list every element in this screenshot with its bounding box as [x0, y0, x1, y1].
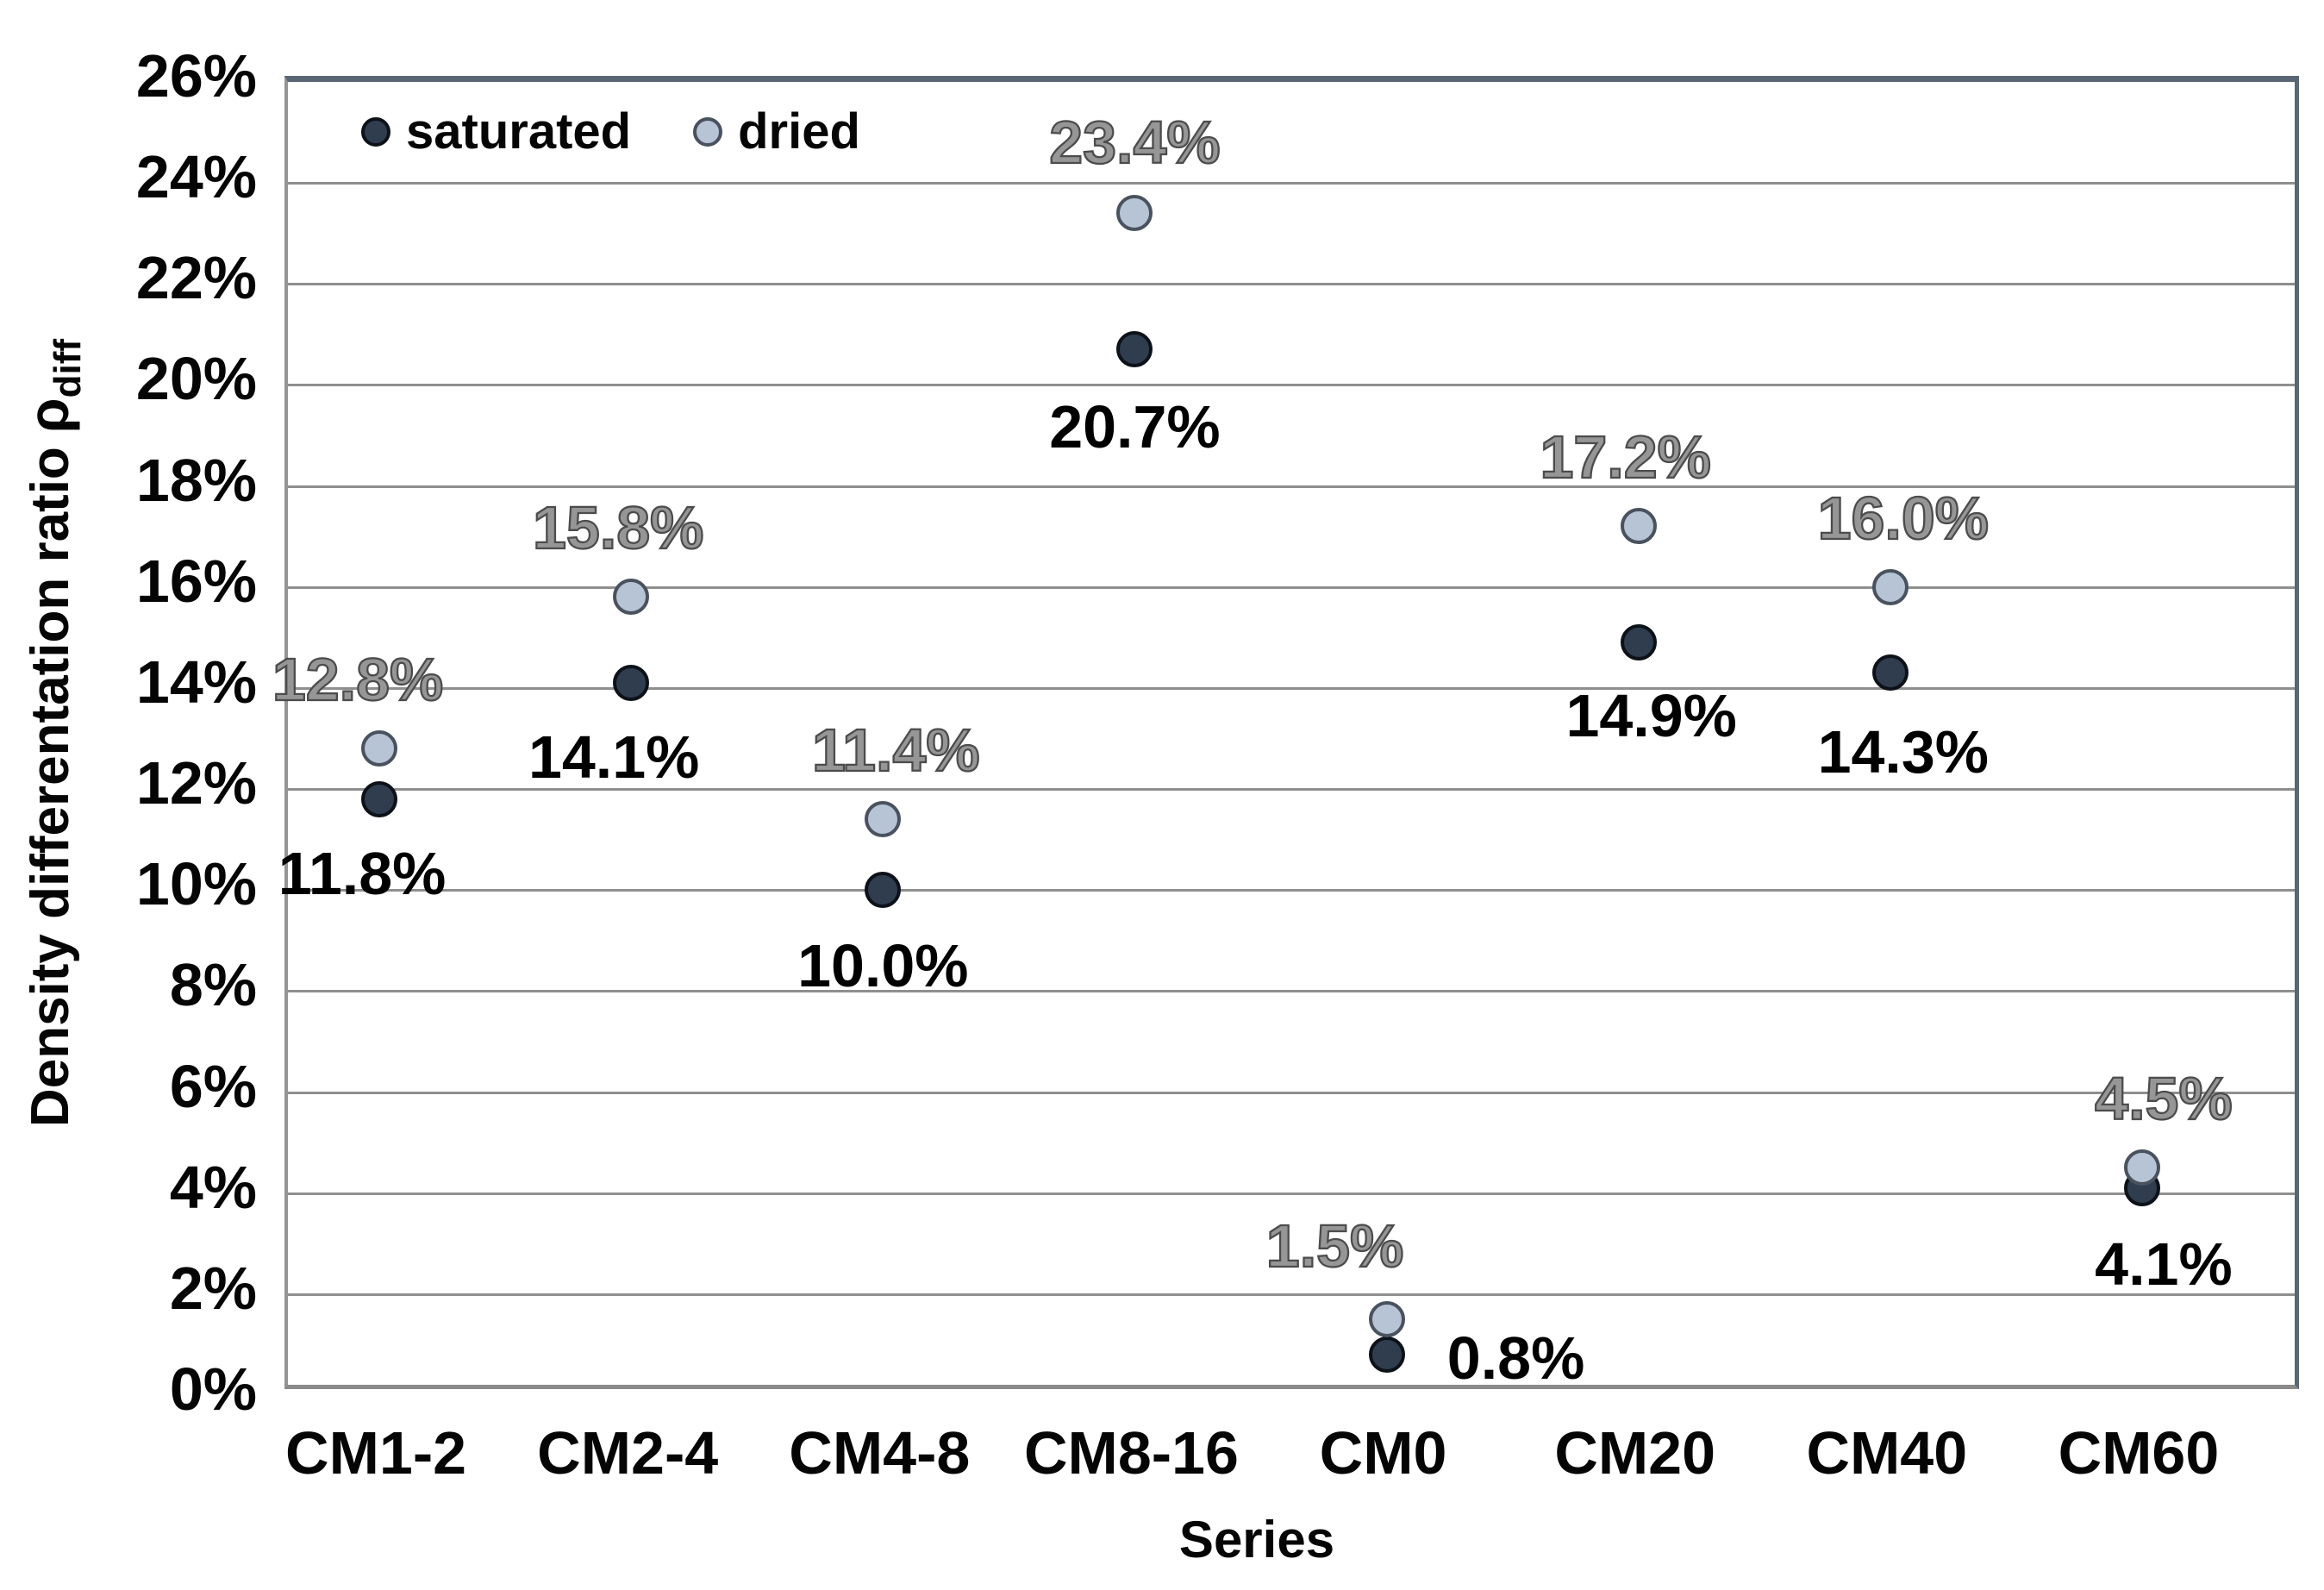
- data-point-saturated-CM1-2: [361, 780, 398, 817]
- x-tick-label: CM20: [1554, 1419, 1716, 1487]
- data-label-dried-CM60: 4.5%: [2094, 1065, 2233, 1133]
- data-label-dried-CM2-4: 15.8%: [532, 494, 705, 562]
- legend-marker-dried: [693, 117, 723, 147]
- gridline-22: [288, 283, 2295, 286]
- gridline-14: [288, 686, 2295, 690]
- x-tick-label: CM4-8: [789, 1419, 971, 1487]
- data-label-dried-CM20: 17.2%: [1539, 423, 1712, 491]
- y-tick-label: 6%: [169, 1052, 257, 1120]
- gridline-8: [288, 990, 2295, 993]
- legend: saturated dried: [361, 91, 860, 173]
- data-point-saturated-CM2-4: [613, 665, 650, 702]
- data-point-dried-CM60: [2123, 1149, 2160, 1186]
- data-point-dried-CM4-8: [865, 801, 902, 838]
- data-label-saturated-CM20: 14.9%: [1565, 682, 1737, 750]
- data-point-saturated-CM0: [1368, 1336, 1405, 1374]
- legend-label-dried: dried: [738, 103, 860, 160]
- data-point-dried-CM20: [1620, 508, 1657, 545]
- data-label-dried-CM1-2: 12.8%: [272, 646, 445, 714]
- data-label-dried-CM4-8: 11.4%: [811, 717, 981, 785]
- data-point-dried-CM2-4: [613, 579, 650, 616]
- y-tick-label: 0%: [169, 1355, 257, 1423]
- plot-area: saturated dried 11.8% 14.1% 10.0% 20.7% 0.8% 1…: [272, 76, 2299, 1393]
- gridline-16: [288, 585, 2295, 589]
- legend-item-saturated: saturated: [361, 107, 631, 157]
- data-label-dried-CM8-16: 23.4%: [1048, 109, 1221, 177]
- x-axis-title: Series: [1178, 1511, 1335, 1568]
- x-tick-label: CM40: [1806, 1419, 1968, 1487]
- data-point-saturated-CM20: [1620, 624, 1657, 661]
- data-label-saturated-CM2-4: 14.1%: [528, 723, 700, 792]
- gridline-18: [288, 485, 2295, 488]
- data-point-dried-CM40: [1871, 568, 1909, 605]
- gridline-24: [288, 182, 2295, 185]
- gridline-4: [288, 1192, 2295, 1195]
- gridline-2: [288, 1293, 2295, 1296]
- data-label-saturated-CM4-8: 10.0%: [797, 932, 969, 1000]
- x-tick-label: CM2-4: [537, 1419, 719, 1487]
- data-label-dried-CM0: 1.5%: [1265, 1212, 1405, 1280]
- y-tick-label: 4%: [169, 1153, 257, 1221]
- x-tick-label: CM8-16: [1023, 1419, 1239, 1487]
- gridline-6: [288, 1091, 2295, 1094]
- y-tick-label: 2%: [169, 1254, 257, 1322]
- x-tick-label: CM0: [1319, 1419, 1447, 1487]
- data-label-saturated-CM0: 0.8%: [1446, 1324, 1585, 1393]
- data-point-saturated-CM4-8: [865, 872, 902, 909]
- x-tick-label: CM60: [2058, 1419, 2220, 1487]
- gridline-12: [288, 788, 2295, 792]
- legend-label-saturated: saturated: [406, 103, 632, 160]
- y-tick-label: 20%: [135, 345, 257, 413]
- data-point-dried-CM1-2: [361, 730, 398, 767]
- gridline-10: [288, 889, 2295, 892]
- data-label-saturated-CM1-2: 11.8%: [278, 839, 447, 907]
- legend-marker-saturated: [361, 117, 390, 147]
- y-tick-label: 26%: [135, 42, 257, 110]
- x-tick-label: CM1-2: [285, 1419, 467, 1487]
- y-tick-label: 10%: [135, 850, 257, 918]
- gridline-20: [288, 384, 2295, 387]
- data-label-saturated-CM40: 14.3%: [1817, 718, 1990, 786]
- data-point-dried-CM8-16: [1116, 195, 1153, 232]
- y-tick-label: 22%: [135, 244, 257, 312]
- data-point-dried-CM0: [1368, 1301, 1405, 1338]
- data-label-saturated-CM8-16: 20.7%: [1049, 393, 1221, 461]
- y-tick-label: 12%: [135, 749, 257, 817]
- y-tick-label: 14%: [135, 648, 257, 716]
- y-tick-label: 8%: [169, 951, 257, 1019]
- y-tick-label: 16%: [135, 547, 257, 615]
- legend-item-dried: dried: [693, 107, 860, 157]
- y-tick-label: 24%: [135, 143, 257, 211]
- data-point-saturated-CM40: [1871, 654, 1909, 692]
- data-label-dried-CM40: 16.0%: [1816, 484, 1990, 552]
- y-tick-label: 18%: [135, 446, 257, 514]
- data-point-saturated-CM8-16: [1116, 331, 1153, 368]
- data-label-saturated-CM60: 4.1%: [2095, 1230, 2233, 1298]
